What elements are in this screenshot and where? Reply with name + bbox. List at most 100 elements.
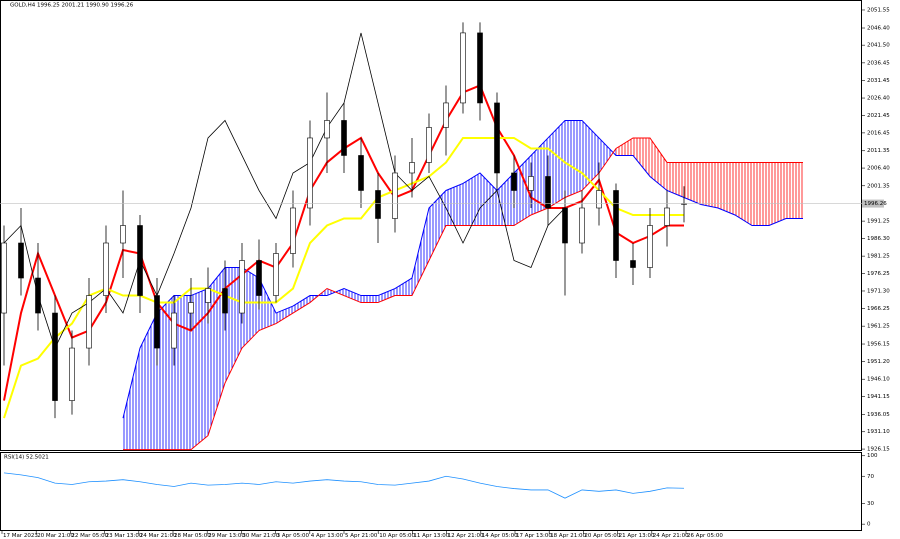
x-tick-label: 11 Apr 13:00 (413, 533, 449, 539)
x-tick-label: 21 Apr 13:00 (619, 533, 655, 539)
candle-body (562, 207, 568, 244)
cloud-segment (599, 137, 616, 173)
x-tick-label: 24 Apr 21:00 (653, 533, 689, 539)
cloud-segment (378, 288, 395, 303)
y-tick-label: 2011.35 (867, 148, 890, 154)
x-tick-label: 3 Apr 05:00 (277, 533, 310, 539)
cloud-segment (276, 306, 293, 324)
cloud-segment (344, 288, 361, 303)
x-tick-label: 22 Mar 05:00 (71, 533, 108, 539)
candle-body (273, 253, 279, 296)
cloud-segment (514, 155, 531, 226)
y-tick-label: 1936.05 (867, 412, 890, 418)
cloud-segment (123, 348, 140, 450)
y-tick-label: 70 (867, 474, 874, 480)
y-tick-label: 1946.10 (867, 377, 890, 383)
candle-body (290, 207, 296, 254)
candle-body (409, 162, 415, 174)
cloud-segment (531, 137, 548, 215)
candle-body (341, 120, 347, 156)
y-tick-label: 1991.25 (867, 219, 890, 225)
candle-body (103, 242, 109, 296)
candle-body (375, 190, 381, 219)
y-tick-label: 30 (867, 501, 874, 507)
current-price-box (862, 199, 884, 208)
cloud-segment (735, 162, 752, 226)
x-tick-label: 17 Mar 2023 (3, 533, 38, 539)
cloud-segment (616, 137, 633, 156)
y-tick-label: 1986.30 (867, 236, 890, 242)
cloud-segment (140, 313, 157, 450)
y-tick-label: 2051.55 (867, 7, 890, 13)
y-tick-label: 100 (867, 453, 878, 459)
cloud-segment (752, 162, 769, 226)
x-tick-label: 29 Mar 13:00 (208, 533, 245, 539)
x-tick-label: 5 Apr 21:00 (345, 533, 378, 539)
y-tick-label: 2001.35 (867, 183, 890, 189)
candle-body (120, 225, 126, 244)
span-b-line (123, 137, 803, 451)
cloud-segment (259, 278, 276, 331)
y-tick-label: 2036.45 (867, 60, 890, 66)
x-tick-label: 20 Apr 05:00 (584, 533, 620, 539)
x-tick-label: 4 Apr 13:00 (311, 533, 344, 539)
cloud-segment (174, 295, 191, 450)
x-tick-label: 18 Apr 21:00 (550, 533, 586, 539)
candle-body (52, 312, 58, 401)
cloud-segment (463, 172, 480, 226)
x-tick-label: 17 Apr 13:00 (516, 533, 552, 539)
y-tick-label: 1966.25 (867, 306, 890, 312)
y-tick-label: 1951.20 (867, 359, 890, 365)
candle-body (256, 260, 262, 296)
candle-body (426, 127, 432, 163)
main-frame (0, 0, 862, 451)
candle-body (545, 176, 551, 209)
x-tick-label: 26 Apr 05:00 (687, 533, 723, 539)
cloud-segment (361, 295, 378, 303)
y-tick-label: 0 (867, 522, 871, 528)
y-tick-label: 2021.45 (867, 113, 890, 119)
candle-body (154, 295, 160, 349)
candle-body (188, 302, 194, 314)
rsi-title: RSI(14) 52.5021 (4, 455, 49, 461)
y-tick-label: 1961.25 (867, 324, 890, 330)
cloud-segment (395, 278, 412, 296)
y-tick-label: 1981.25 (867, 254, 890, 260)
candle-body (664, 207, 670, 226)
cloud-segment (157, 295, 174, 450)
candle-body (239, 260, 245, 314)
candle-body (579, 207, 585, 244)
y-tick-label: 2031.45 (867, 78, 890, 84)
candle-body (1, 242, 7, 314)
candle-body (307, 137, 313, 209)
candle-body (443, 102, 449, 128)
x-tick-label: 24 Mar 21:00 (140, 533, 177, 539)
indicator-line (3, 32, 566, 350)
candle-body (35, 277, 41, 314)
candle-body (205, 288, 211, 303)
x-tick-label: 10 Apr 05:00 (379, 533, 415, 539)
cloud-segment (429, 190, 446, 261)
x-tick-label: 14 Apr 05:00 (482, 533, 518, 539)
candle-body (613, 190, 619, 261)
candle-body (647, 225, 653, 268)
x-tick-label: 23 Mar 13:00 (106, 533, 143, 539)
candle-body (137, 225, 143, 296)
y-tick-label: 2006.40 (867, 166, 890, 172)
x-tick-label: 30 Mar 21:00 (242, 533, 279, 539)
cloud-segment (633, 137, 650, 177)
cloud-segment (786, 162, 803, 219)
y-tick-label: 1956.15 (867, 342, 890, 348)
cloud-segment (565, 120, 582, 198)
current-price-label: 1996.26 (864, 201, 887, 207)
cloud-segment (293, 295, 310, 314)
y-tick-label: 1976.25 (867, 271, 890, 277)
candle-body (18, 242, 24, 279)
candle-body (324, 120, 330, 139)
cloud-segment (718, 162, 735, 215)
candle-body (222, 288, 228, 314)
cloud-segment (548, 120, 565, 208)
candle-body (596, 190, 602, 209)
cloud-segment (667, 162, 684, 198)
